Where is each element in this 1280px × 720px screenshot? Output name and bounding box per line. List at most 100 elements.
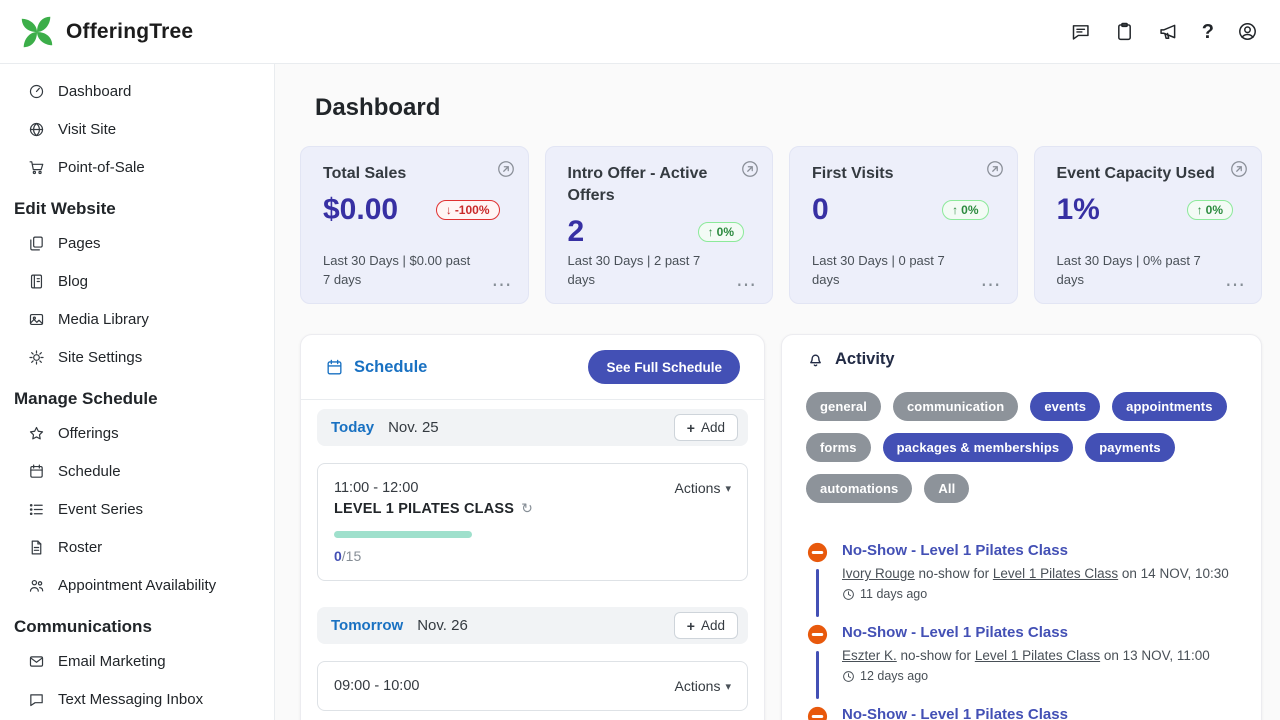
envelope-icon (29, 655, 44, 667)
offering-link[interactable]: Level 1 Pilates Class (992, 566, 1119, 581)
blog-icon (30, 274, 43, 288)
sidebar-section-communications: Communications (14, 617, 152, 636)
help-icon[interactable]: ? (1201, 20, 1214, 43)
activity-text: no-show for (914, 566, 993, 581)
stat-card-footer: Last 30 Days | 0 past 7 days (812, 253, 945, 287)
sidebar-item-label: Appointment Availability (58, 576, 217, 594)
time-ago: 11 days ago (860, 587, 928, 601)
activity-when: on 14 NOV, 10:30 (1118, 566, 1229, 581)
sidebar-item-label: Media Library (58, 310, 149, 328)
offering-link[interactable]: Level 1 Pilates Class (974, 648, 1101, 663)
day-date: Nov. 25 (388, 419, 439, 436)
sidebar-item-label: Text Messaging Inbox (58, 690, 204, 708)
trend-badge: ↑ 0% (697, 222, 744, 242)
open-card-icon[interactable] (1229, 159, 1249, 179)
star-icon (29, 426, 44, 439)
page-title: Dashboard (315, 94, 441, 121)
chip-events[interactable]: events (1030, 392, 1101, 421)
actions-label: Actions (674, 480, 721, 496)
activity-item-title[interactable]: No-Show - Level 1 Pilates Class (842, 624, 1068, 641)
sidebar-item-schedule[interactable]: Schedule (0, 452, 274, 490)
trend-arrow-icon: ↑ (707, 225, 714, 239)
gear-icon (29, 349, 44, 365)
actions-label: Actions (674, 678, 721, 694)
sidebar-item-dashboard[interactable]: Dashboard (0, 72, 274, 110)
globe-icon (29, 122, 44, 136)
sidebar-item-visit-site[interactable]: Visit Site (0, 110, 274, 148)
sidebar-item-pages[interactable]: Pages (0, 224, 274, 262)
add-label: Add (700, 618, 725, 633)
open-card-icon[interactable] (985, 159, 1005, 179)
see-full-schedule-button[interactable]: See Full Schedule (588, 350, 740, 384)
megaphone-icon[interactable] (1158, 21, 1179, 42)
activity-filter-chips: general communication events appointment… (806, 392, 1242, 503)
more-menu-icon[interactable]: ⋯ (491, 274, 512, 296)
chip-forms[interactable]: forms (806, 433, 871, 462)
more-menu-icon[interactable]: ⋯ (980, 274, 1001, 296)
trend-value: 0% (716, 225, 734, 239)
sidebar-item-email-marketing[interactable]: Email Marketing (0, 642, 274, 680)
sidebar-item-label: Visit Site (58, 120, 117, 138)
event-name[interactable]: LEVEL 1 PILATES CLASS (334, 500, 515, 517)
more-menu-icon[interactable]: ⋯ (1225, 274, 1245, 296)
chip-payments[interactable]: payments (1085, 433, 1175, 462)
trend-value: -100% (454, 203, 490, 217)
sidebar-item-offerings[interactable]: Offerings (0, 414, 274, 452)
more-menu-icon[interactable]: ⋯ (736, 274, 756, 296)
sidebar-item-label: Roster (58, 538, 103, 556)
sidebar-item-label: Point-of-Sale (58, 158, 145, 176)
brand[interactable]: OfferingTree (18, 13, 193, 51)
chat-icon[interactable] (1070, 21, 1091, 42)
plus-icon: + (686, 617, 695, 634)
person-link[interactable]: Ivory Rouge (842, 566, 915, 581)
sidebar-item-site-settings[interactable]: Site Settings (0, 338, 274, 376)
stat-card-title: First Visits (812, 165, 894, 182)
event-actions-button[interactable]: Actions ▾ (675, 678, 731, 694)
activity-panel: Activity general communication events ap… (781, 334, 1262, 720)
trend-arrow-icon: ↑ (952, 203, 959, 217)
main-content: Dashboard Total Sales $0.00 ↓ -100% Last … (275, 64, 1280, 720)
account-icon[interactable] (1237, 21, 1258, 42)
sidebar-item-event-series[interactable]: Event Series (0, 490, 274, 528)
list-icon (29, 503, 43, 515)
bell-icon (810, 354, 821, 367)
sidebar-item-roster[interactable]: Roster (0, 528, 274, 566)
sidebar-item-point-of-sale[interactable]: Point-of-Sale (0, 148, 274, 186)
chip-general[interactable]: general (806, 392, 881, 421)
open-card-icon[interactable] (740, 159, 760, 179)
event-card: 09:00 - 10:00 Actions ▾ (317, 661, 748, 711)
timeline-connector (816, 569, 819, 617)
open-card-icon[interactable] (496, 159, 516, 179)
clock-icon (843, 670, 854, 682)
person-link[interactable]: Eszter K. (842, 648, 897, 663)
chip-packages-memberships[interactable]: packages & memberships (882, 433, 1074, 462)
chip-all[interactable]: All (924, 474, 970, 503)
add-event-button[interactable]: + Add (673, 612, 738, 639)
chip-appointments[interactable]: appointments (1112, 392, 1227, 421)
brand-name: OfferingTree (66, 19, 194, 43)
sidebar-item-text-messaging-inbox[interactable]: Text Messaging Inbox (0, 680, 274, 718)
activity-item-title[interactable]: No-Show - Level 1 Pilates Class (842, 542, 1068, 559)
activity-item-title[interactable]: No-Show - Level 1 Pilates Class (842, 706, 1068, 720)
attendee-count: 0 (334, 548, 342, 564)
clipboard-icon[interactable] (1114, 21, 1135, 42)
sidebar-item-blog[interactable]: Blog (0, 262, 274, 300)
day-row-today: Today Nov. 25 + Add (317, 409, 748, 446)
no-show-icon (807, 624, 828, 645)
event-time: 11:00 - 12:00 (334, 480, 419, 496)
event-actions-button[interactable]: Actions ▾ (675, 480, 731, 496)
sidebar-item-media-library[interactable]: Media Library (0, 300, 274, 338)
schedule-panel: Schedule See Full Schedule Today Nov. 25… (300, 334, 765, 720)
time-ago: 12 days ago (860, 669, 929, 683)
sidebar-item-label: Offerings (58, 424, 119, 442)
calendar-icon (30, 464, 43, 478)
stat-card-value: 0 (812, 193, 829, 226)
sidebar-item-appointment-availability[interactable]: Appointment Availability (0, 566, 274, 604)
chip-automations[interactable]: automations (806, 474, 913, 503)
add-event-button[interactable]: + Add (673, 414, 738, 441)
chip-communication[interactable]: communication (892, 392, 1019, 421)
trend-badge: ↑ 0% (942, 200, 989, 220)
day-label: Tomorrow (331, 617, 404, 634)
clock-icon (843, 588, 854, 600)
pages-icon (30, 236, 43, 250)
